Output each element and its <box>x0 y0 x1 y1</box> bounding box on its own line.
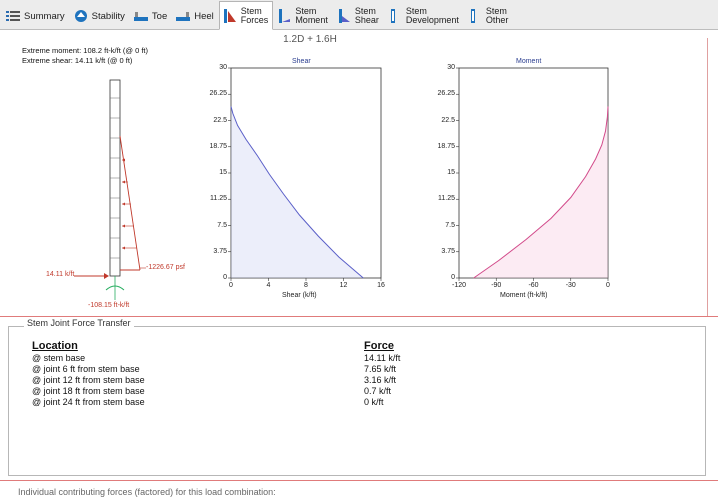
moment-x-axis-label: Moment (ft-k/ft) <box>500 292 548 299</box>
stem-development-icon <box>390 9 395 23</box>
tab-stem-other[interactable]: Stem Other <box>464 3 514 29</box>
shear-y-tick-label: 30 <box>219 64 227 71</box>
shear-y-tick-label: 3.75 <box>213 247 227 255</box>
stem-moment-icon <box>279 9 291 23</box>
shear-x-tick-label: 4 <box>266 282 271 289</box>
moment-y-tick-label: 7.5 <box>445 221 455 229</box>
joint-force-transfer-group <box>8 326 706 476</box>
stability-icon <box>74 10 87 22</box>
tab-stem-shear-label: Stem Shear <box>354 6 379 25</box>
tab-summary[interactable]: Summary <box>2 3 70 29</box>
table-row-force: 3.16 k/ft <box>364 375 397 385</box>
base-force-label: 14.11 k/ft <box>46 271 75 278</box>
base-shear-arrow <box>74 273 109 279</box>
tab-stem-development[interactable]: Stem Development <box>384 3 464 29</box>
table-row-location: @ stem base <box>32 353 86 363</box>
moment-y-tick-label: 22.5 <box>441 116 455 124</box>
pressure-diagram <box>119 135 141 271</box>
tab-toe-label: Toe <box>151 10 168 22</box>
shear-x-tick-label: 12 <box>339 282 348 289</box>
moment-plot-area <box>458 67 609 279</box>
shear-y-tick-label: 11.25 <box>210 195 227 203</box>
shear-x-tick-label: 8 <box>304 282 308 289</box>
table-row-force: 0 k/ft <box>364 397 384 407</box>
load-combination-title: 1.2D + 1.6H <box>283 34 337 45</box>
shear-y-tick-label: 7.5 <box>217 221 227 229</box>
shear-x-tick-label: 16 <box>377 282 385 289</box>
pressure-label: -1226.67 psf <box>146 264 185 271</box>
stem-other-icon <box>470 9 475 23</box>
table-row-location: @ joint 6 ft from stem base <box>32 364 140 374</box>
moment-chart-title: Moment <box>516 58 542 65</box>
moment-x-tick-label: 0 <box>606 282 610 289</box>
shear-y-tick-label: 15 <box>219 169 227 176</box>
tab-stem-forces-label: Stem Forces <box>240 5 269 25</box>
moment-y-tick-label: 3.75 <box>441 247 455 255</box>
tab-stem-forces[interactable]: Stem Forces <box>218 1 274 30</box>
moment-x-tick-label: -30 <box>565 282 576 289</box>
location-column-header: Location <box>32 340 78 352</box>
moment-fill-area <box>473 106 608 278</box>
moment-y-tick-label: 30 <box>447 64 455 71</box>
section-separator <box>0 316 718 317</box>
summary-icon <box>6 11 20 21</box>
moment-y-tick-label: 26.25 <box>437 90 455 98</box>
joint-force-transfer-title: Stem Joint Force Transfer <box>24 318 134 328</box>
shear-y-tick-label: 18.75 <box>209 142 227 150</box>
moment-y-tick-label: 0 <box>451 274 455 281</box>
table-row-force: 7.65 k/ft <box>364 364 397 374</box>
moment-x-tick-label: -120 <box>451 282 466 289</box>
shear-x-tick-label: 0 <box>229 282 233 289</box>
shear-series-line <box>230 106 364 279</box>
table-row-location: @ joint 24 ft from stem base <box>32 397 145 407</box>
shear-y-tick-label: 22.5 <box>213 116 227 124</box>
table-row-force: 14.11 k/ft <box>364 353 401 363</box>
base-moment-arc <box>105 276 125 300</box>
stem-forces-icon <box>223 8 236 23</box>
footer-separator <box>0 480 718 481</box>
shear-x-axis-label: Shear (k/ft) <box>282 292 317 299</box>
stem-shear-icon <box>338 9 350 23</box>
tab-stem-moment-label: Stem Moment <box>295 6 328 25</box>
extreme-moment-text: Extreme moment: 108.2 ft-k/ft (@ 0 ft) <box>22 46 148 55</box>
shear-y-tick-label: 0 <box>223 274 227 281</box>
shear-plot-area <box>230 67 382 279</box>
moment-y-tick-label: 15 <box>447 169 455 176</box>
table-row-location: @ joint 12 ft from stem base <box>32 375 145 385</box>
moment-y-tick-label: 18.75 <box>437 142 455 150</box>
force-column-header: Force <box>364 340 394 352</box>
shear-chart-title: Shear <box>292 58 311 65</box>
footer-text: Individual contributing forces (factored… <box>18 487 276 497</box>
base-moment-label: -108.15 ft-k/ft <box>88 302 130 309</box>
right-border <box>707 38 708 316</box>
shear-y-tick-label: 26.25 <box>209 90 227 98</box>
shear-fill-area <box>231 106 364 278</box>
table-row-force: 0.7 k/ft <box>364 386 392 396</box>
moment-series-line <box>473 106 609 279</box>
tab-toolbar: Summary Stability Toe Heel Stem Forces S <box>0 0 718 30</box>
tab-heel[interactable]: Heel <box>172 3 219 29</box>
tab-summary-label: Summary <box>24 10 65 22</box>
tab-stem-shear[interactable]: Stem Shear <box>333 3 384 29</box>
toe-icon <box>133 12 148 21</box>
tab-stability-label: Stability <box>91 10 125 22</box>
tab-toe[interactable]: Toe <box>130 3 172 29</box>
tab-stem-development-label: Stem Development <box>405 6 459 25</box>
tab-stem-other-label: Stem Other <box>485 6 509 25</box>
moment-x-tick-label: -90 <box>491 282 502 289</box>
stem-joints <box>110 97 120 259</box>
table-row-location: @ joint 18 ft from stem base <box>32 386 145 396</box>
moment-x-tick-label: -60 <box>528 282 539 289</box>
tab-heel-label: Heel <box>194 10 214 22</box>
tab-stability[interactable]: Stability <box>70 3 130 29</box>
heel-icon <box>176 12 191 21</box>
extreme-shear-text: Extreme shear: 14.11 k/ft (@ 0 ft) <box>22 56 133 65</box>
tab-stem-moment[interactable]: Stem Moment <box>273 3 333 29</box>
moment-y-tick-label: 11.25 <box>438 195 455 203</box>
